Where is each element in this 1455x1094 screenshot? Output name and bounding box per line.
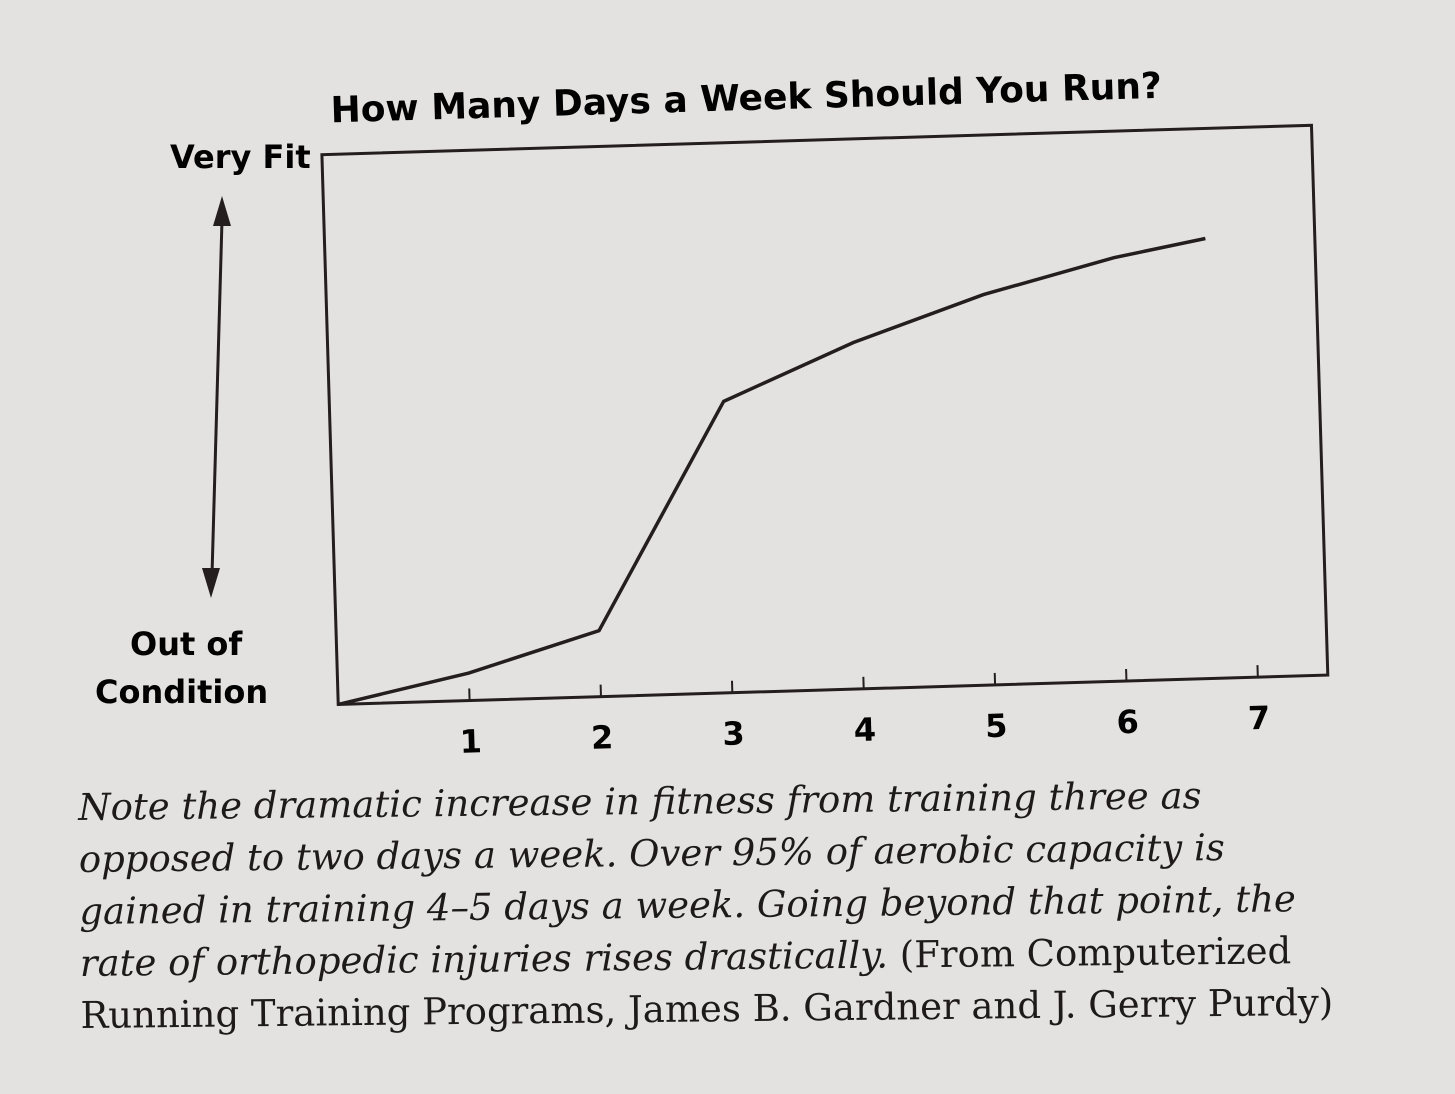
x-tick-label: 7 — [1247, 699, 1270, 738]
fitness-line — [337, 236, 1206, 707]
y-label-bottom-1: Out of — [130, 625, 243, 663]
x-tick-label: 5 — [985, 707, 1008, 746]
x-tick-label: 6 — [1116, 703, 1139, 742]
x-tick-label: 4 — [853, 710, 876, 749]
y-label-bottom-2: Condition — [95, 673, 268, 711]
x-tick-label: 2 — [590, 718, 613, 757]
caption: Note the dramatic increase in fitness fr… — [78, 769, 1341, 1042]
chart-title: How Many Days a Week Should You Run? — [330, 66, 1162, 132]
x-tick-label: 1 — [459, 722, 482, 761]
plot-frame — [320, 123, 1330, 706]
x-tick-label: 3 — [722, 714, 745, 753]
y-axis-arrow — [210, 219, 224, 576]
arrow-down-icon — [202, 568, 220, 598]
chart: How Many Days a Week Should You Run? 1 2 3… — [95, 66, 1330, 761]
arrow-up-icon — [213, 196, 231, 226]
y-label-top: Very Fit — [170, 138, 311, 176]
